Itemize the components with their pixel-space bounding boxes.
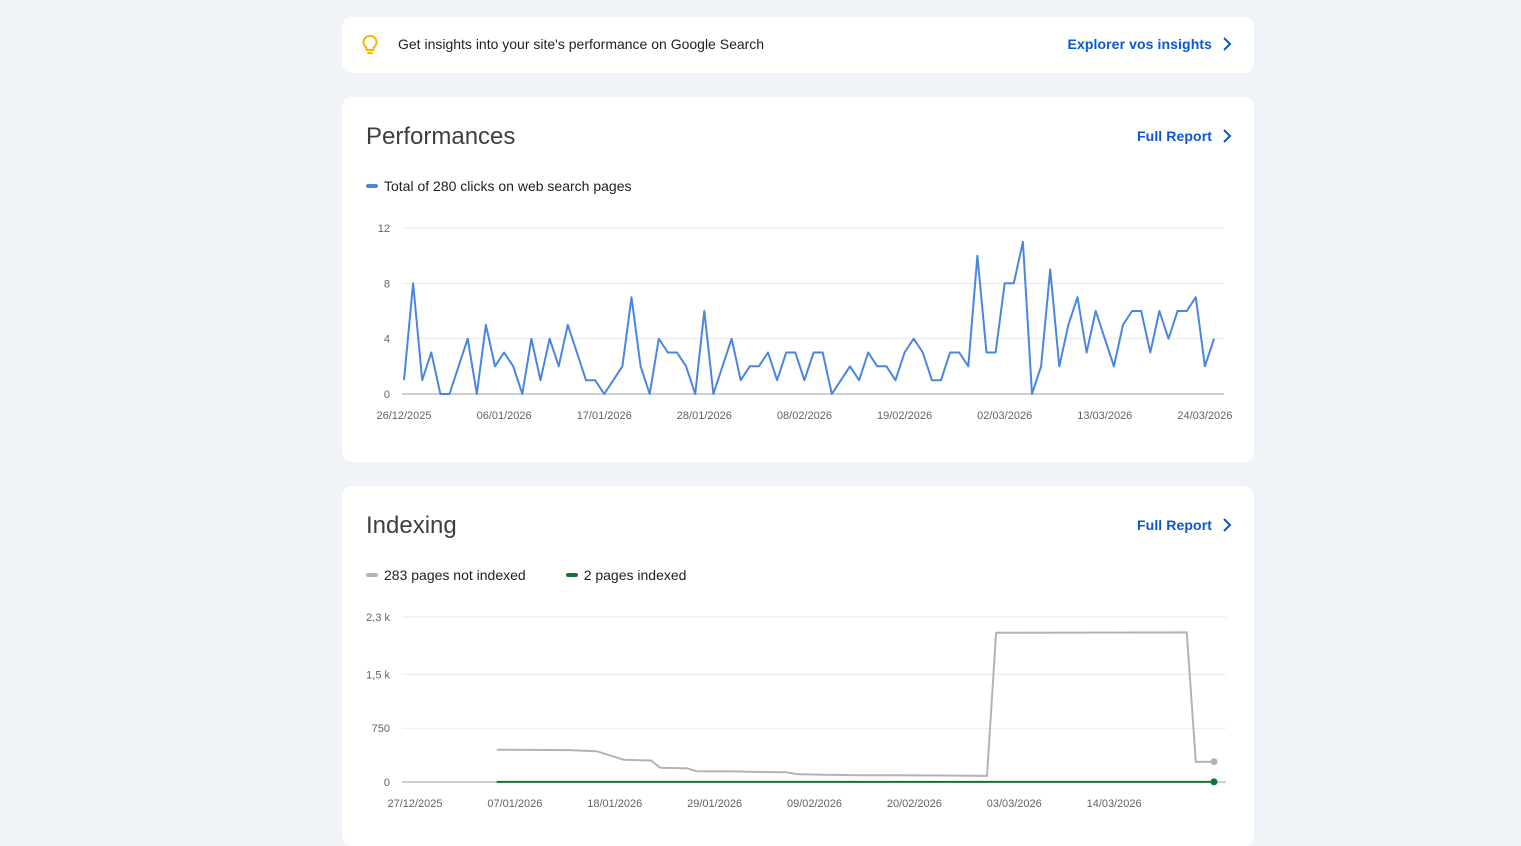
y-tick-label: 2,3 k	[366, 612, 390, 624]
x-tick-label: 26/12/2025	[376, 410, 431, 422]
x-tick-label: 14/03/2026	[1087, 798, 1142, 810]
clicks-series-line[interactable]	[404, 242, 1214, 394]
x-tick-label: 02/03/2026	[977, 410, 1032, 422]
performance-card: Performances Full Report Total of 280 cl…	[342, 97, 1254, 462]
x-tick-label: 07/01/2026	[487, 798, 542, 810]
insights-card: Get insights into your site's performanc…	[342, 17, 1254, 73]
indexing-card: Indexing Full Report 283 pages not index…	[342, 486, 1254, 846]
x-tick-label: 28/01/2026	[677, 410, 732, 422]
indexing-chart[interactable]: 0 750 1,5 k 2,3 k 27/12/2025 07/01/2026 18/01/…	[342, 486, 1254, 846]
x-tick-label: 19/02/2026	[877, 410, 932, 422]
insights-text: Get insights into your site's performanc…	[398, 36, 764, 52]
not-indexed-series-line[interactable]	[497, 632, 1214, 776]
x-tick-label: 18/01/2026	[587, 798, 642, 810]
x-tick-label: 24/03/2026	[1177, 410, 1232, 422]
lightbulb-icon	[360, 34, 380, 56]
y-tick-label: 1,5 k	[366, 669, 390, 681]
y-tick-label: 8	[384, 278, 390, 290]
series-endpoint	[1211, 758, 1218, 765]
x-tick-label: 17/01/2026	[577, 410, 632, 422]
x-tick-label: 29/01/2026	[687, 798, 742, 810]
y-tick-label: 4	[384, 334, 390, 346]
explore-insights-link[interactable]: Explorer vos insights	[1068, 36, 1232, 52]
y-tick-label: 750	[372, 723, 390, 735]
x-tick-label: 06/01/2026	[477, 410, 532, 422]
series-endpoint	[1211, 778, 1218, 785]
x-tick-label: 27/12/2025	[387, 798, 442, 810]
y-tick-label: 0	[384, 389, 390, 401]
y-tick-label: 12	[378, 223, 390, 235]
y-tick-label: 0	[384, 777, 390, 789]
x-tick-label: 03/03/2026	[987, 798, 1042, 810]
x-tick-label: 13/03/2026	[1077, 410, 1132, 422]
x-tick-label: 09/02/2026	[787, 798, 842, 810]
chevron-right-icon	[1222, 37, 1232, 51]
explore-insights-label: Explorer vos insights	[1068, 36, 1212, 52]
x-tick-label: 20/02/2026	[887, 798, 942, 810]
performance-chart[interactable]: 0 4 8 12 26/12/2025 06/01/2026 17/01/2026 28/01…	[342, 97, 1254, 462]
x-tick-label: 08/02/2026	[777, 410, 832, 422]
